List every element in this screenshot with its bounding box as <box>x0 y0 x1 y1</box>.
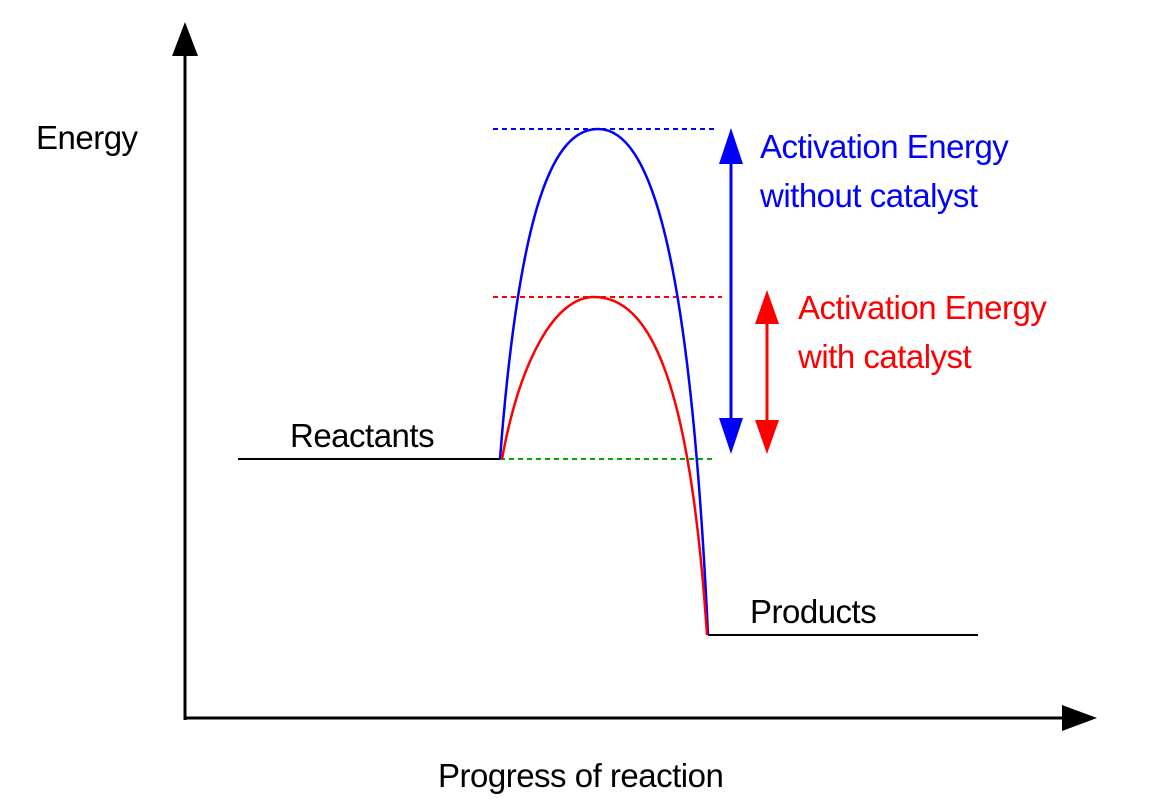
activation-arrow-without-catalyst-head-bottom <box>719 418 743 454</box>
y-axis-arrowhead <box>172 22 198 56</box>
reactants-label: Reactants <box>290 417 435 454</box>
activation-arrow-with-catalyst-head-bottom <box>755 420 779 454</box>
activation-arrow-without-catalyst-head-top <box>719 128 743 164</box>
x-axis-label: Progress of reaction <box>438 757 724 794</box>
curve-without-catalyst <box>498 127 710 636</box>
activation-energy-with-catalyst-label-line2: with catalyst <box>798 338 972 375</box>
x-axis-arrowhead <box>1062 705 1097 731</box>
products-label: Products <box>750 593 877 630</box>
curve-with-catalyst <box>500 295 709 636</box>
y-axis-label: Energy <box>36 119 138 156</box>
activation-energy-without-catalyst-label-line1: Activation Energy <box>760 128 1009 165</box>
activation-energy-without-catalyst-label-line2: without catalyst <box>760 177 978 214</box>
activation-arrow-with-catalyst-head-top <box>755 290 779 324</box>
activation-energy-with-catalyst-label-line1: Activation Energy <box>798 289 1047 326</box>
